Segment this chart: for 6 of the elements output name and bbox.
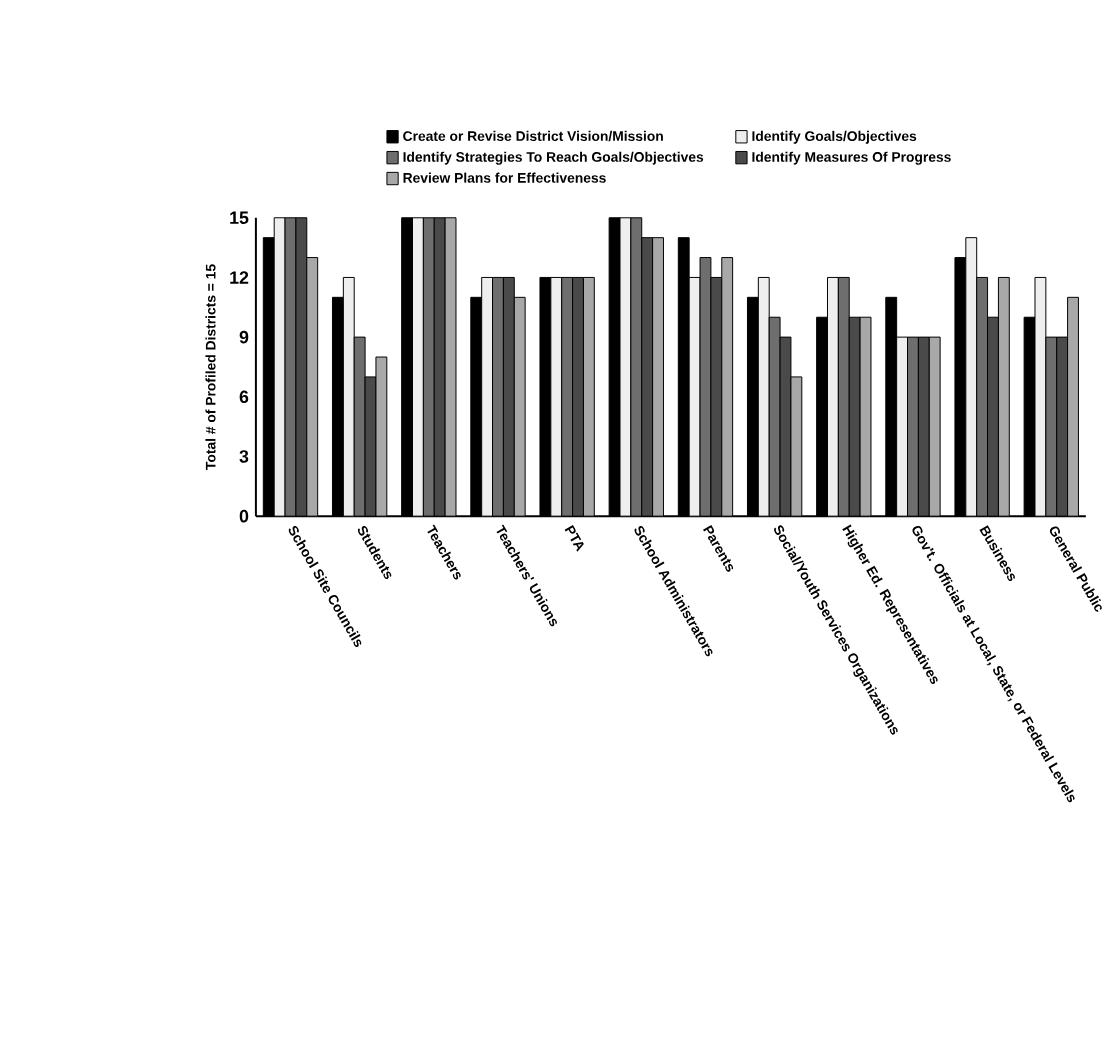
y-tick-label: 3 xyxy=(239,450,249,464)
y-tick-label: 9 xyxy=(239,331,249,344)
y-tick-label: 6 xyxy=(239,390,249,404)
y-tick-label: 0 xyxy=(239,510,249,523)
y-tick-label: 15 xyxy=(230,211,249,225)
y-tick-label: 12 xyxy=(230,271,249,285)
